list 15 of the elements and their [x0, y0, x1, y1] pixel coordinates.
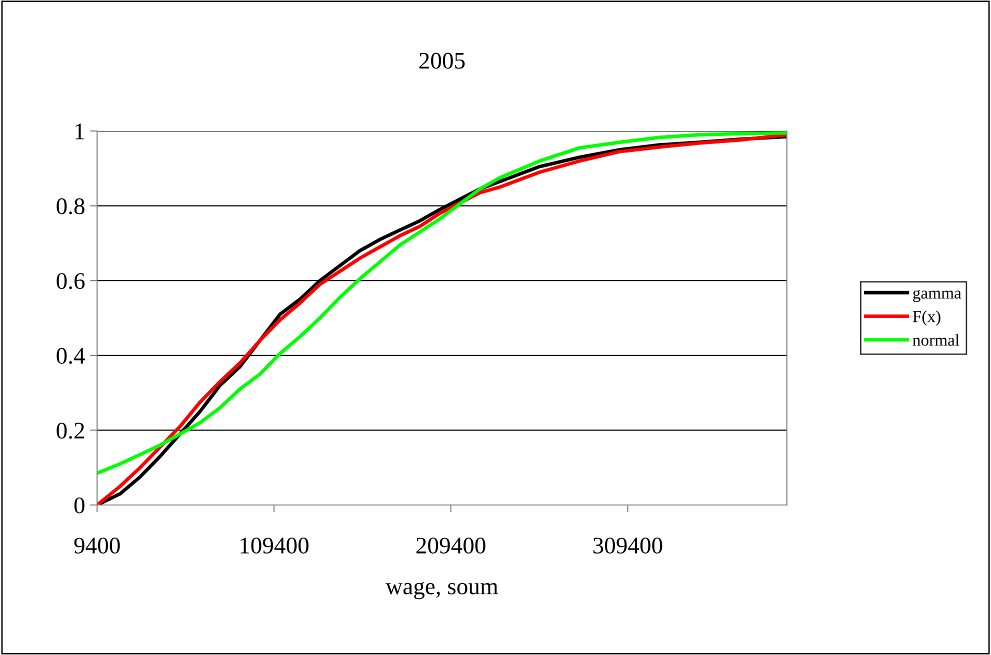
x-tick-label: 9400 — [74, 538, 120, 554]
y-tick-label: 0.6 — [56, 273, 85, 290]
x-tick-label: 309400 — [593, 538, 662, 554]
y-tick-label: 0.2 — [56, 422, 84, 439]
y-tick-label: 0 — [74, 497, 84, 514]
y-tick-label: 0.8 — [56, 198, 84, 214]
y-tick-label: 0.4 — [56, 348, 85, 364]
chart-title: 2005 — [419, 52, 465, 69]
x-tick-label: 209400 — [416, 538, 486, 554]
legend-label: F(x) — [912, 310, 940, 326]
legend-label: gamma — [913, 290, 962, 302]
legend-label: normal — [912, 334, 960, 346]
y-tick-label: 1 — [76, 124, 84, 140]
x-tick-label: 109400 — [240, 538, 308, 554]
x-axis-title: wage, soum — [386, 582, 498, 600]
